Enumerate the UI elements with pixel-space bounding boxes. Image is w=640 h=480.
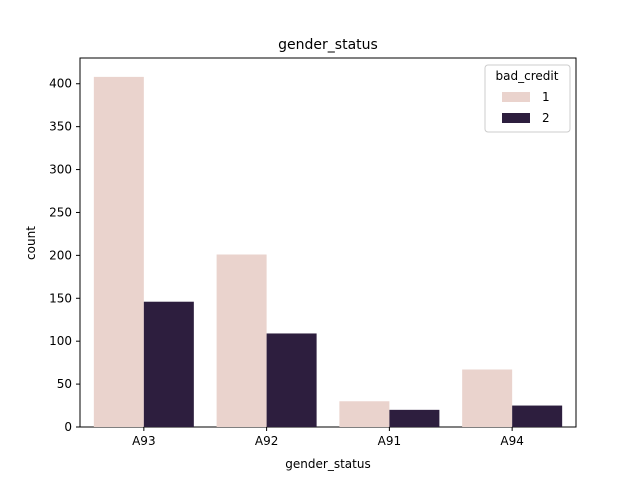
legend-swatch-2 (502, 113, 530, 123)
y-tick-label: 250 (49, 205, 72, 219)
legend-label-2: 2 (542, 111, 550, 125)
y-tick-label: 100 (49, 334, 72, 348)
bar-a93-series-2 (144, 302, 194, 427)
y-tick-label: 50 (57, 377, 72, 391)
chart-title: gender_status (278, 37, 378, 53)
x-tick-label: A94 (500, 434, 523, 448)
legend: bad_credit 1 2 (485, 65, 570, 132)
x-tick-label: A92 (255, 434, 278, 448)
x-tick-label: A93 (132, 434, 155, 448)
bar-a92-series-1 (217, 255, 267, 427)
x-tick-label: A91 (378, 434, 401, 448)
y-tick-label: 200 (49, 248, 72, 262)
bar-a94-series-1 (462, 370, 512, 428)
legend-title: bad_credit (496, 69, 559, 83)
y-tick-label: 400 (49, 77, 72, 91)
bar-a93-series-1 (94, 77, 144, 427)
legend-swatch-1 (502, 92, 530, 102)
legend-label-1: 1 (542, 90, 550, 104)
y-tick-label: 350 (49, 120, 72, 134)
bar-a92-series-2 (267, 333, 317, 427)
bar-a91-series-1 (339, 401, 389, 427)
bar-a94-series-2 (512, 406, 562, 427)
y-tick-label: 150 (49, 291, 72, 305)
y-tick-label: 0 (64, 420, 72, 434)
x-axis-label: gender_status (285, 457, 370, 471)
bar-a91-series-2 (389, 410, 439, 427)
y-tick-label: 300 (49, 163, 72, 177)
y-axis-label: count (24, 226, 38, 260)
